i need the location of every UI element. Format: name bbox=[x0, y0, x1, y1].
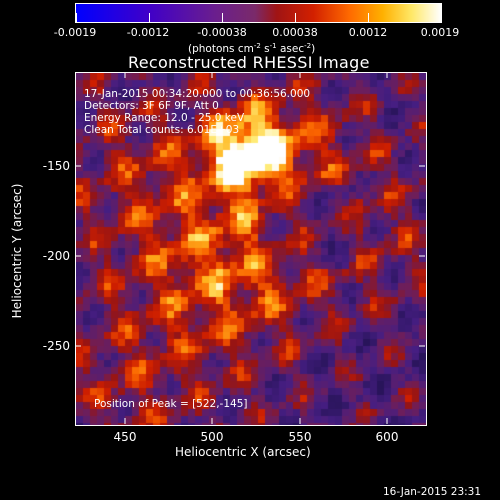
annotation-clean-counts: Clean Total counts: 6.01E+03 bbox=[84, 124, 240, 136]
colorbar-tick bbox=[295, 13, 296, 22]
colorbar-tick-label: -0.00038 bbox=[197, 26, 247, 39]
colorbar-tick bbox=[222, 13, 223, 22]
rhessi-heatmap bbox=[76, 73, 426, 425]
colorbar-tick-label: 0.00038 bbox=[272, 26, 318, 39]
annotation-time-range: 17-Jan-2015 00:34:20.000 to 00:36:56.000 bbox=[84, 88, 311, 100]
x-tick-label: 450 bbox=[113, 430, 137, 444]
datestamp: 16-Jan-2015 23:31 bbox=[383, 486, 482, 498]
x-tick-label: 550 bbox=[288, 430, 312, 444]
colorbar-tick bbox=[76, 13, 77, 22]
image-title: Reconstructed RHESSI Image bbox=[128, 53, 370, 72]
x-axis-label: Heliocentric X (arcsec) bbox=[175, 445, 311, 459]
colorbar-tick-label: -0.0012 bbox=[126, 26, 170, 39]
colorbar-tick-label: 0.0012 bbox=[348, 26, 388, 39]
colorbar-tick-label: 0.0019 bbox=[420, 26, 460, 39]
colorbar-units: (photons cm-2 s-1 asec-2) bbox=[188, 42, 316, 55]
y-tick-label: -150 bbox=[42, 159, 70, 173]
x-tick-label: 600 bbox=[375, 430, 399, 444]
x-tick-label: 500 bbox=[200, 430, 224, 444]
colorbar-tick bbox=[368, 13, 369, 22]
y-tick-label: -250 bbox=[42, 339, 70, 353]
y-axis-label: Heliocentric Y (arcsec) bbox=[10, 183, 24, 319]
colorbar bbox=[75, 3, 442, 23]
annotation-peak-position: Position of Peak = [522,-145] bbox=[94, 398, 248, 410]
annotation-energy-range: Energy Range: 12.0 - 25.0 keV bbox=[84, 112, 245, 124]
colorbar-tick-label: -0.0019 bbox=[53, 26, 97, 39]
annotation-detectors: Detectors: 3F 6F 9F, Att 0 bbox=[84, 100, 219, 112]
y-tick-label: -200 bbox=[42, 249, 70, 263]
rhessi-image-panel: 17-Jan-2015 00:34:20.000 to 00:36:56.000… bbox=[75, 72, 427, 426]
colorbar-tick bbox=[149, 13, 150, 22]
